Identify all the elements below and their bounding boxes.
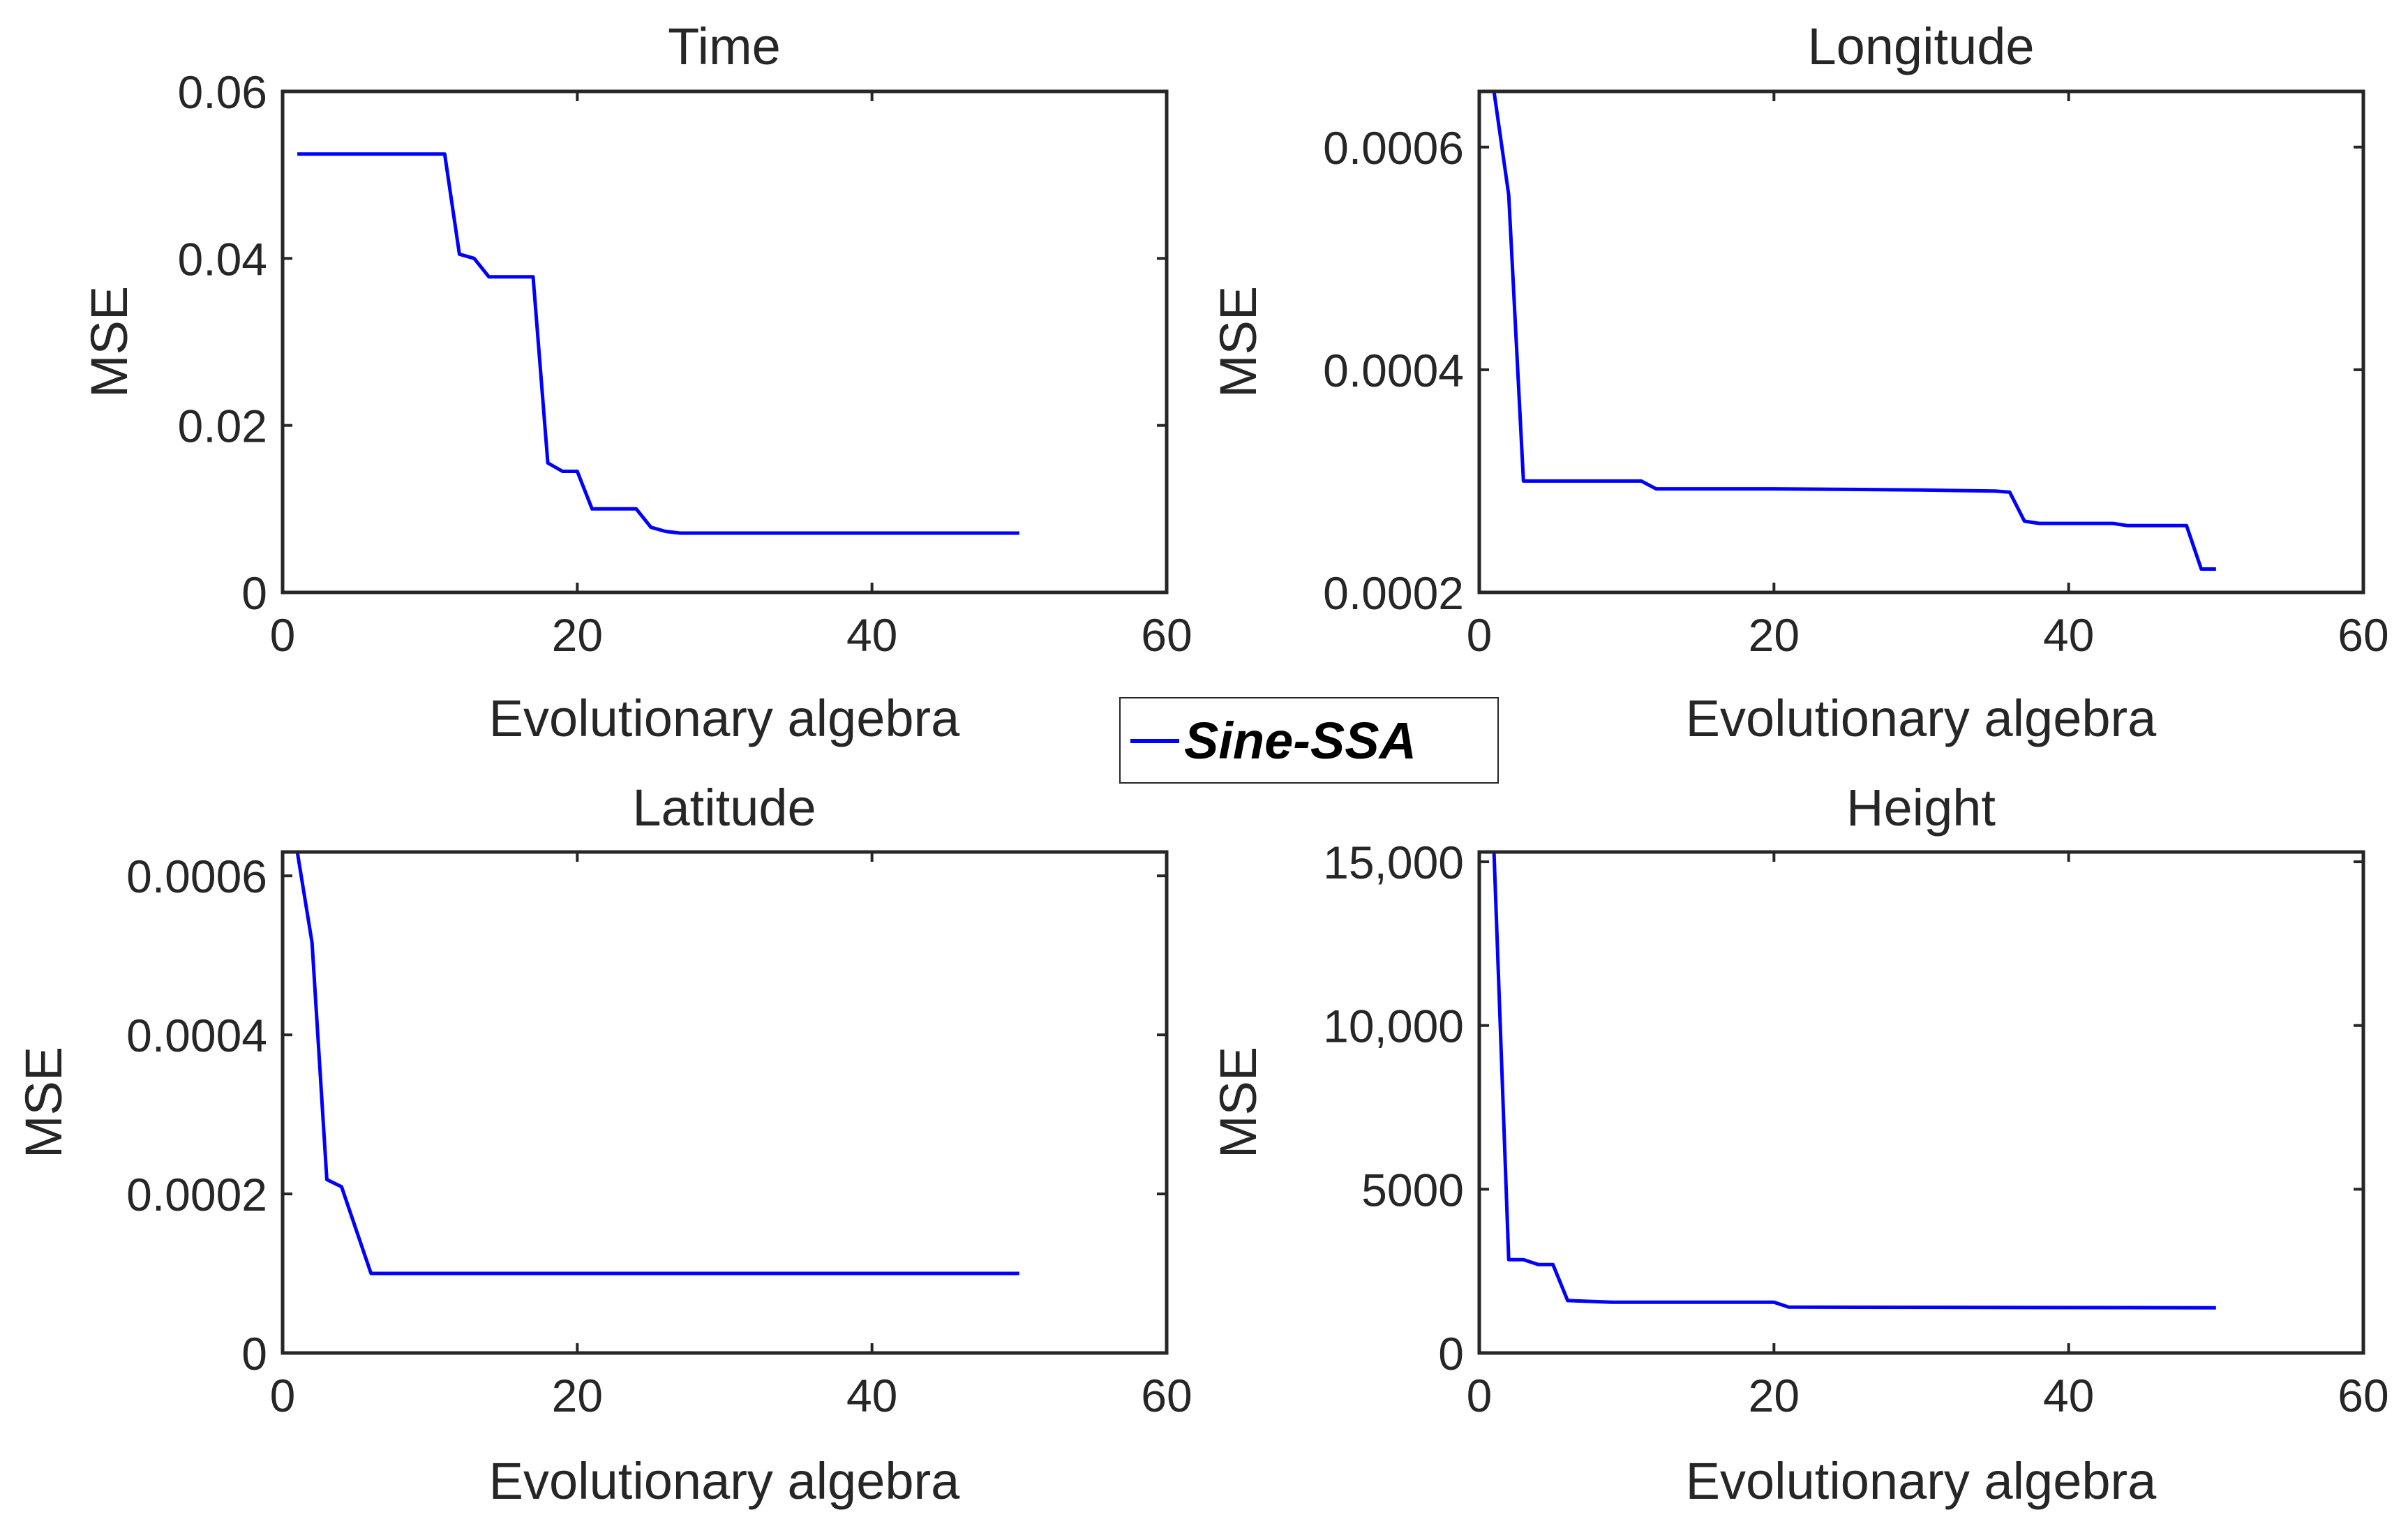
x-axis-label: Evolutionary algebra <box>489 689 960 747</box>
series-line-sine-ssa <box>1492 91 2216 571</box>
y-axis-label: MSE <box>15 1047 73 1158</box>
axes-box <box>281 89 1169 594</box>
x-tick-label: 20 <box>552 609 603 661</box>
x-tick-label: 60 <box>1141 609 1192 661</box>
axes-box <box>1477 89 2365 594</box>
x-axis-label: Evolutionary algebra <box>1686 1452 2157 1510</box>
y-axis-label: MSE <box>1209 1047 1267 1158</box>
legend-label-sine-ssa: Sine-SSA <box>1184 712 1416 770</box>
x-tick-label: 60 <box>2338 1370 2388 1421</box>
y-tick-label: 0.02 <box>178 401 267 452</box>
x-tick-label: 40 <box>2043 1370 2094 1421</box>
y-tick-label: 0 <box>241 1328 267 1379</box>
x-tick-label: 20 <box>552 1370 603 1421</box>
x-tick-label: 0 <box>1467 609 1493 661</box>
series-line-sine-ssa <box>295 851 1019 1276</box>
x-tick-label: 20 <box>1749 1370 1800 1421</box>
y-tick-label: 5000 <box>1361 1164 1464 1216</box>
y-tick-label: 0.0004 <box>126 1010 267 1061</box>
y-tick-label: 0 <box>241 567 267 619</box>
x-tick-label: 0 <box>270 609 296 661</box>
y-tick-label: 0.0002 <box>1323 567 1464 619</box>
y-axis-label: MSE <box>80 286 138 398</box>
x-tick-label: 0 <box>1467 1370 1493 1421</box>
x-tick-label: 20 <box>1749 609 1800 661</box>
y-tick-label: 0.04 <box>178 233 267 285</box>
x-tick-label: 40 <box>2043 609 2094 661</box>
series-line-sine-ssa <box>297 152 1019 535</box>
x-tick-label: 40 <box>846 609 897 661</box>
series-line-sine-ssa <box>1492 851 2216 1310</box>
panel-latitude: Latitude Evolutionary algebra MSE 0 20 40 6… <box>15 779 1192 1510</box>
panel-height: Height Evolutionary algebra MSE 0 20 40 60 0… <box>1209 779 2389 1510</box>
axes-box <box>281 850 1169 1355</box>
y-tick-label: 10,000 <box>1323 1001 1464 1052</box>
panel-title: Latitude <box>632 779 816 837</box>
x-axis-label: Evolutionary algebra <box>1686 689 2157 747</box>
y-axis-label: MSE <box>1209 286 1267 398</box>
x-tick-label: 40 <box>846 1370 897 1421</box>
y-tick-label: 0.0006 <box>1323 122 1464 174</box>
y-tick-label: 15,000 <box>1323 837 1464 888</box>
panel-title: Time <box>668 17 781 75</box>
legend-box <box>1119 697 1499 784</box>
x-tick-label: 60 <box>1141 1370 1192 1421</box>
x-tick-label: 0 <box>270 1370 296 1421</box>
y-tick-label: 0.0002 <box>126 1169 267 1220</box>
y-tick-label: 0.06 <box>178 66 267 118</box>
y-tick-label: 0 <box>1438 1328 1464 1379</box>
panel-time: Time Evolutionary algebra MSE 0 20 40 60 0 0.… <box>80 17 1192 747</box>
y-tick-label: 0.0006 <box>126 851 267 902</box>
x-tick-label: 60 <box>2338 609 2388 661</box>
panel-title: Height <box>1846 779 1996 837</box>
panel-title: Longitude <box>1807 17 2034 75</box>
axes-box <box>1477 850 2365 1355</box>
legend: Sine-SSA <box>1119 697 1499 784</box>
panel-longitude: Longitude Evolutionary algebra MSE 0 20 40… <box>1209 17 2389 747</box>
x-axis-label: Evolutionary algebra <box>489 1452 960 1510</box>
y-tick-label: 0.0004 <box>1323 345 1464 396</box>
